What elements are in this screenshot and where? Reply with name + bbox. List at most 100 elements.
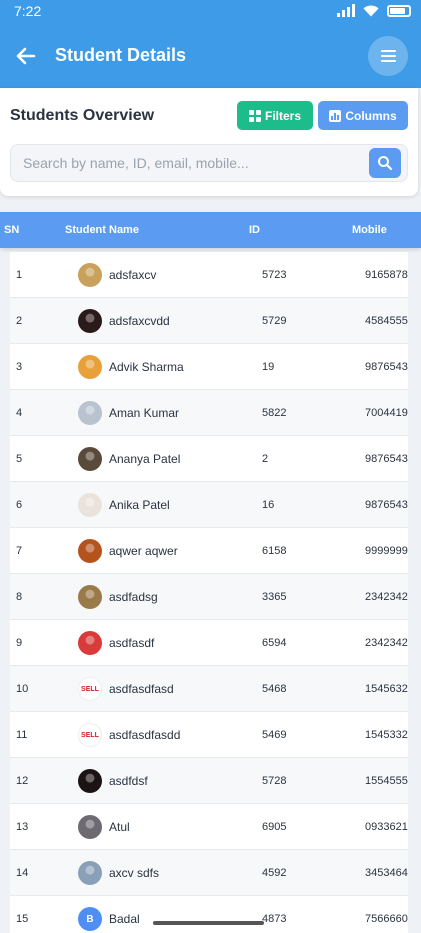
menu-icon xyxy=(380,50,396,52)
table-header: SN Student Name ID Mobile xyxy=(0,212,421,248)
table-row[interactable]: 5 Ananya Patel 2 9876543 xyxy=(10,436,408,482)
student-name[interactable]: asdfasdf xyxy=(109,636,155,650)
column-header-id[interactable]: ID xyxy=(249,224,260,236)
student-id: 5729 xyxy=(262,315,287,327)
filter-grid-icon xyxy=(248,109,261,122)
row-sn: 1 xyxy=(16,269,23,281)
row-sn: 5 xyxy=(16,453,23,465)
student-mobile: 1554555 xyxy=(365,775,408,787)
table-row[interactable]: 2 adsfaxcvdd 5729 4584555 xyxy=(10,298,408,344)
student-name[interactable]: Ananya Patel xyxy=(109,452,181,466)
row-sn: 10 xyxy=(16,683,29,695)
student-name[interactable]: Aman Kumar xyxy=(109,406,180,420)
column-header-sn[interactable]: SN xyxy=(4,224,20,236)
row-sn: 11 xyxy=(16,729,28,741)
table-row[interactable]: 13 Atul 6905 0933621 xyxy=(10,804,408,850)
avatar-photo xyxy=(78,815,102,839)
table-row[interactable]: 8 asdfadsg 3365 2342342 xyxy=(10,574,408,620)
avatar-photo xyxy=(78,539,102,563)
student-name[interactable]: aqwer aqwer xyxy=(109,544,178,558)
avatar-sell-logo: SELL xyxy=(78,677,102,701)
student-name[interactable]: asdfadsg xyxy=(109,590,158,604)
battery-icon xyxy=(387,4,411,17)
table-row[interactable]: 4 Aman Kumar 5822 7004419 xyxy=(10,390,408,436)
menu-button[interactable] xyxy=(368,36,408,76)
search-button[interactable] xyxy=(369,148,401,178)
row-sn: 7 xyxy=(16,545,23,557)
row-sn: 14 xyxy=(16,867,29,879)
table-row[interactable]: 1 adsfaxcv 5723 9165878 xyxy=(10,252,408,298)
table-row[interactable]: 14 axcv sdfs 4592 3453464 xyxy=(10,850,408,896)
student-name[interactable]: asdfasdfasdd xyxy=(109,728,181,742)
student-mobile: 7004419 xyxy=(365,407,408,419)
row-sn: 8 xyxy=(16,591,23,603)
row-sn: 13 xyxy=(16,821,29,833)
row-sn: 6 xyxy=(16,499,23,511)
student-id: 2 xyxy=(262,453,269,465)
student-mobile: 9876543 xyxy=(365,453,408,465)
student-mobile: 1545332 xyxy=(365,729,408,741)
avatar-photo xyxy=(78,861,102,885)
student-name[interactable]: Badal xyxy=(109,912,140,926)
table-row[interactable]: 11 SELL asdfasdfasdd 5469 1545332 xyxy=(10,712,408,758)
status-bar: 7:22 xyxy=(0,0,421,24)
row-sn: 15 xyxy=(16,913,29,925)
student-mobile: 9876543 xyxy=(365,499,408,511)
avatar-sell-logo: SELL xyxy=(78,723,102,747)
table-row[interactable]: 15 B Badal 4873 7566660 xyxy=(10,896,408,933)
student-mobile: 4584555 xyxy=(365,315,408,327)
student-table-body: 1 adsfaxcv 5723 9165878 2 adsfaxcvdd 5729 45845… xyxy=(10,252,408,933)
student-id: 5822 xyxy=(262,407,287,419)
student-id: 6594 xyxy=(262,637,287,649)
columns-label: Columns xyxy=(345,108,397,123)
filters-button[interactable]: Filters xyxy=(237,101,313,130)
status-time: 7:22 xyxy=(14,3,42,19)
student-mobile: 2342342 xyxy=(365,591,408,603)
table-row[interactable]: 10 SELL asdfasdfasd 5468 1545632 xyxy=(10,666,408,712)
student-mobile: 7566660 xyxy=(365,913,408,925)
sell-logo-text: SELL xyxy=(81,731,99,739)
search-box xyxy=(10,144,408,182)
student-name[interactable]: Advik Sharma xyxy=(109,360,184,374)
avatar-photo xyxy=(78,401,102,425)
student-name[interactable]: adsfaxcvdd xyxy=(109,314,170,328)
student-id: 5468 xyxy=(262,683,287,695)
student-mobile: 9165878 xyxy=(365,269,408,281)
table-row[interactable]: 6 Anika Patel 16 9876543 xyxy=(10,482,408,528)
bar-chart-icon xyxy=(329,109,342,122)
student-id: 5469 xyxy=(262,729,287,741)
student-name[interactable]: axcv sdfs xyxy=(109,866,160,880)
back-arrow-icon[interactable] xyxy=(12,42,40,70)
student-mobile: 2342342 xyxy=(365,637,408,649)
search-input[interactable] xyxy=(11,145,361,181)
avatar-photo xyxy=(78,631,102,655)
table-row[interactable]: 12 asdfdsf 5728 1554555 xyxy=(10,758,408,804)
student-name[interactable]: adsfaxcv xyxy=(109,268,157,282)
student-id: 4873 xyxy=(262,913,287,925)
table-row[interactable]: 9 asdfasdf 6594 2342342 xyxy=(10,620,408,666)
table-row[interactable]: 7 aqwer aqwer 6158 9999999 xyxy=(10,528,408,574)
avatar-photo xyxy=(78,309,102,333)
student-id: 16 xyxy=(262,499,275,511)
student-id: 6905 xyxy=(262,821,287,833)
avatar-photo xyxy=(78,355,102,379)
app-bar: Student Details xyxy=(0,24,421,88)
student-name[interactable]: Anika Patel xyxy=(109,498,170,512)
student-mobile: 1545632 xyxy=(365,683,408,695)
home-indicator xyxy=(153,921,264,925)
student-name[interactable]: asdfdsf xyxy=(109,774,148,788)
student-id: 5728 xyxy=(262,775,287,787)
student-name[interactable]: asdfasdfasd xyxy=(109,682,174,696)
table-row[interactable]: 3 Advik Sharma 19 9876543 xyxy=(10,344,408,390)
column-header-name[interactable]: Student Name xyxy=(65,224,139,236)
row-sn: 9 xyxy=(16,637,23,649)
student-name[interactable]: Atul xyxy=(109,820,130,834)
column-header-mobile[interactable]: Mobile xyxy=(352,224,387,236)
student-mobile: 0933621 xyxy=(365,821,408,833)
search-icon xyxy=(378,156,393,171)
student-id: 5723 xyxy=(262,269,287,281)
status-icons xyxy=(337,4,411,17)
row-sn: 12 xyxy=(16,775,29,787)
columns-button[interactable]: Columns xyxy=(318,101,408,130)
row-sn: 4 xyxy=(16,407,23,419)
